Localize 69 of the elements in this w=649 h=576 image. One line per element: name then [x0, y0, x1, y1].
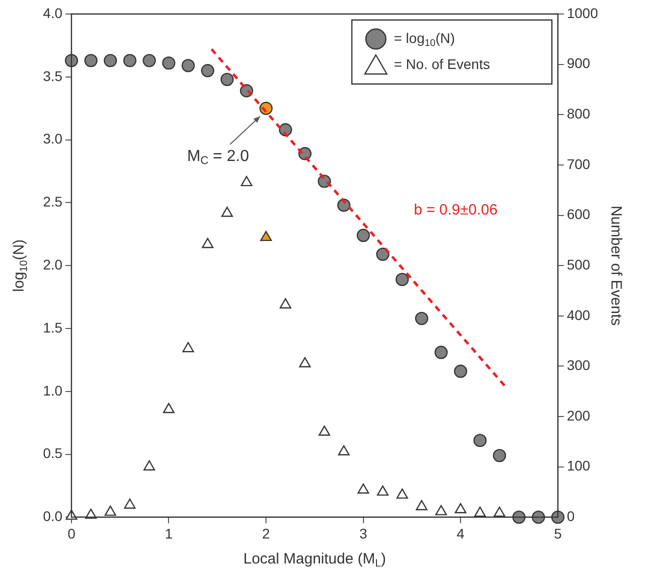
point: [143, 460, 156, 470]
point: [182, 342, 194, 352]
y2-tick-label: 100: [566, 458, 590, 474]
y2-tick-label: 700: [566, 156, 590, 172]
point: [492, 448, 506, 462]
point: [551, 510, 564, 524]
y2-tick-label: 500: [566, 256, 590, 272]
point: [434, 346, 448, 359]
point: [221, 206, 233, 217]
point: [182, 58, 195, 72]
point: [201, 64, 214, 78]
y-axis-title: log10(N): [10, 239, 30, 292]
x-tick-label: 1: [164, 525, 173, 542]
point: [358, 483, 370, 494]
y2-tick-label: 1000: [566, 4, 598, 21]
y-tick-label: 1.0: [42, 382, 63, 398]
legend-label: = No. of Events: [394, 56, 490, 72]
point: [104, 54, 117, 68]
point: [280, 298, 292, 308]
y-tick-label: 2.0: [42, 256, 63, 272]
point: [123, 54, 136, 68]
x-tick-label: 3: [359, 525, 368, 542]
point: [415, 312, 428, 326]
point: [318, 426, 330, 436]
y-tick-label: 1.5: [42, 319, 63, 336]
point: [473, 434, 487, 448]
point: [84, 54, 98, 68]
point: [376, 485, 389, 496]
point: [142, 54, 156, 68]
point: [299, 357, 311, 368]
y2-tick-label: 200: [566, 407, 590, 424]
x-tick-label: 5: [554, 525, 562, 542]
point: [396, 488, 408, 499]
point: [338, 445, 350, 456]
point: [416, 500, 428, 510]
y2-axis-title: Number of Events: [608, 206, 625, 326]
point: [124, 498, 136, 509]
x-tick-label: 0: [68, 525, 76, 542]
point: [64, 54, 78, 68]
y-tick-label: 3.5: [42, 68, 63, 84]
y2-tick-label: 0: [566, 508, 575, 524]
x-tick-label: 2: [262, 525, 270, 542]
y-tick-label: 0.5: [42, 445, 63, 462]
y2-tick-label: 800: [566, 106, 590, 122]
point: [104, 506, 116, 516]
point: [454, 364, 468, 378]
point: [162, 56, 176, 70]
point: [202, 238, 214, 248]
point: [454, 503, 466, 514]
point: [435, 505, 447, 516]
point: [162, 402, 175, 414]
y-tick-label: 3.0: [42, 130, 63, 147]
point: [396, 272, 409, 286]
point: [260, 230, 272, 242]
point: [220, 72, 234, 86]
point: [474, 506, 486, 517]
point: [376, 248, 390, 261]
y2-tick-label: 900: [566, 55, 590, 72]
point: [356, 228, 370, 242]
x-tick-label: 4: [456, 525, 465, 542]
point: [240, 176, 252, 186]
y2-tick-label: 300: [566, 357, 590, 374]
point: [494, 506, 506, 517]
y2-tick-label: 400: [566, 306, 590, 323]
y-tick-label: 0.0: [42, 508, 63, 524]
annotation: b = 0.9±0.06: [414, 201, 498, 218]
y2-tick-label: 600: [566, 206, 590, 222]
y-tick-label: 4.0: [42, 4, 63, 21]
y-tick-label: 2.5: [42, 194, 63, 210]
